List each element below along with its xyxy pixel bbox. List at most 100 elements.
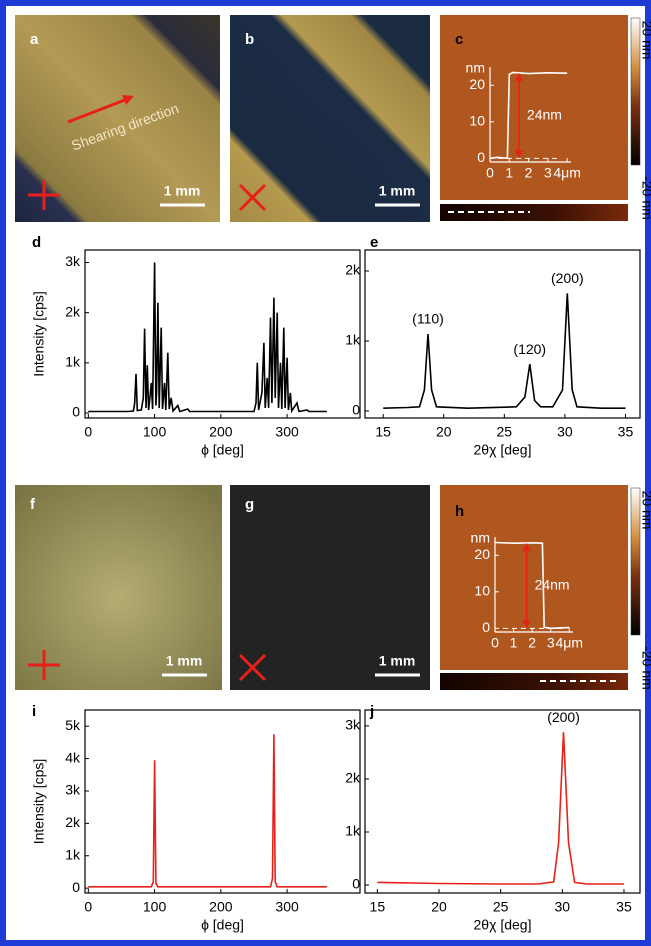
x-axis-title: 2θχ [deg]: [474, 442, 532, 458]
x-tick-label: 4μm: [553, 165, 581, 181]
x-axis-title: ϕ [deg]: [201, 442, 244, 458]
x-tick-label: 2: [528, 635, 536, 651]
x-axis-title: ϕ [deg]: [201, 917, 244, 933]
peak-label: (110): [412, 311, 444, 327]
y-tick-label: 20: [474, 546, 490, 562]
polarizer-cross: [238, 653, 267, 682]
panel-label: j: [369, 703, 374, 720]
data-line: [88, 734, 327, 888]
colorbar-min: -20 nm: [639, 646, 651, 690]
arrow-head: [522, 542, 531, 551]
scale-label: 1 mm: [379, 183, 416, 199]
y-tick-label: 20: [469, 76, 485, 92]
x-tick-label: 200: [209, 424, 233, 440]
scale-label: 1 mm: [379, 653, 416, 669]
y-axis-title: nm: [471, 530, 490, 546]
x-tick-label: 35: [616, 899, 632, 915]
y-tick-label: 3k: [65, 253, 81, 269]
data-line: [383, 293, 626, 410]
panel-label: h: [455, 503, 464, 520]
y-tick-label: 2k: [345, 262, 361, 278]
height-label: 24nm: [527, 106, 562, 122]
afm-strip: [440, 204, 628, 221]
y-tick-label: 0: [72, 879, 80, 895]
micrograph-a: [15, 15, 220, 222]
x-tick-label: 25: [497, 424, 513, 440]
x-tick-label: 0: [491, 635, 499, 651]
y-tick-label: 0: [482, 619, 490, 635]
x-tick-label: 35: [618, 424, 634, 440]
x-tick-label: 0: [84, 424, 92, 440]
y-tick-label: 0: [352, 876, 360, 892]
plot-frame: [364, 249, 641, 419]
arrow: [67, 96, 131, 124]
panel-label: e: [370, 234, 378, 251]
x-tick-label: 300: [275, 424, 299, 440]
x-axis-title: 2θχ [deg]: [474, 917, 532, 933]
afm-image-h: [440, 485, 628, 670]
height-label: 24nm: [535, 576, 570, 592]
colorbar-max: 20 nm: [639, 491, 651, 530]
panel-label: b: [245, 31, 254, 48]
x-tick-label: 20: [436, 424, 452, 440]
x-tick-label: 1: [510, 635, 518, 651]
y-tick-label: 1k: [345, 823, 361, 839]
x-tick-label: 1: [505, 165, 513, 181]
y-axis-title: Intensity [cps]: [31, 291, 47, 377]
data-line: [88, 262, 327, 414]
plot-frame: [364, 709, 641, 894]
panel-label: g: [245, 496, 254, 513]
arrow-head: [522, 620, 531, 629]
data-line: [377, 732, 624, 885]
y-tick-label: 0: [72, 404, 80, 420]
x-tick-label: 30: [555, 899, 571, 915]
colorbar-max: 20 nm: [639, 21, 651, 60]
y-tick-label: 1k: [65, 354, 81, 370]
polarizer-cross: [28, 650, 60, 680]
x-tick-label: 300: [275, 899, 299, 915]
y-tick-label: 0: [352, 402, 360, 418]
panel-label: f: [30, 496, 36, 513]
peak-label: (120): [513, 341, 546, 357]
panel-label: i: [32, 703, 36, 720]
colorbar: [630, 487, 641, 636]
panel-label: c: [455, 31, 463, 48]
y-tick-label: 10: [474, 583, 490, 599]
scale-label: 1 mm: [166, 653, 203, 669]
y-tick-label: 10: [469, 113, 485, 129]
y-tick-label: 1k: [65, 846, 81, 862]
x-tick-label: 0: [84, 899, 92, 915]
scale-label: 1 mm: [164, 183, 201, 199]
x-tick-label: 200: [209, 899, 233, 915]
plot-frame: [84, 249, 361, 419]
y-tick-label: 1k: [345, 332, 361, 348]
peak-label: (200): [551, 270, 584, 286]
x-tick-label: 25: [493, 899, 509, 915]
x-tick-label: 2: [525, 165, 533, 181]
x-tick-label: 3: [547, 635, 555, 651]
arrow-head: [514, 72, 523, 81]
y-tick-label: 2k: [345, 770, 361, 786]
colorbar: [630, 17, 641, 166]
y-tick-label: 2k: [65, 814, 81, 830]
polarizer-cross: [28, 180, 60, 210]
y-axis-title: Intensity [cps]: [31, 759, 47, 845]
panel-label: d: [32, 234, 41, 251]
x-tick-label: 15: [370, 899, 386, 915]
y-tick-label: 3k: [65, 782, 81, 798]
y-tick-label: 5k: [65, 717, 81, 733]
y-tick-label: 0: [477, 149, 485, 165]
colorbar-min: -20 nm: [639, 176, 651, 220]
y-tick-label: 2k: [65, 303, 81, 319]
y-tick-label: 4k: [65, 749, 81, 765]
x-tick-label: 15: [375, 424, 391, 440]
x-tick-label: 100: [143, 899, 167, 915]
polarizer-cross: [238, 183, 267, 212]
afm-strip: [440, 673, 628, 690]
x-tick-label: 4μm: [556, 635, 584, 651]
x-tick-label: 20: [431, 899, 447, 915]
peak-label: (200): [547, 709, 580, 725]
data-line: [489, 71, 568, 160]
